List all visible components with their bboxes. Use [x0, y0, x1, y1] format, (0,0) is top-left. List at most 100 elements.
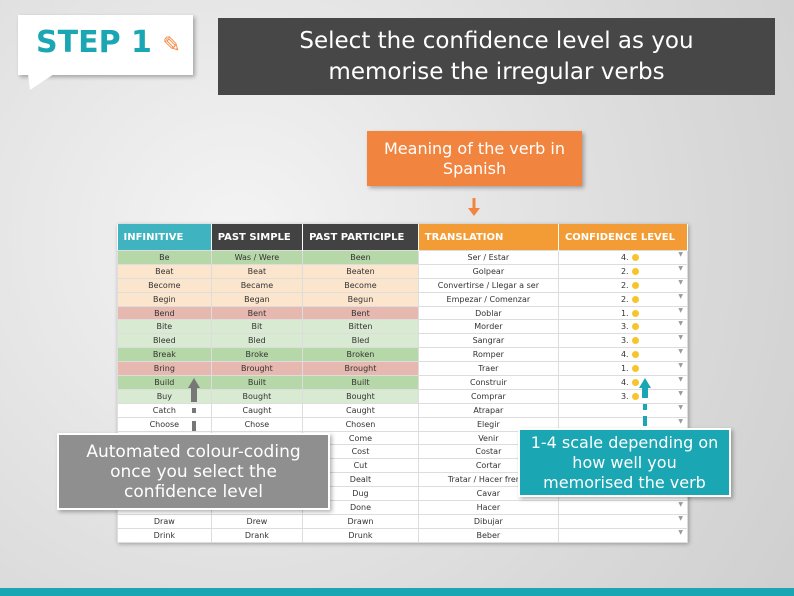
- cell-text: Buy: [156, 391, 172, 401]
- cell: Become: [117, 277, 212, 293]
- cell: Morder: [417, 319, 559, 335]
- cell: Bring: [117, 361, 212, 377]
- cell[interactable]: ▼: [557, 402, 689, 418]
- cell-text: Caught: [346, 405, 375, 415]
- cell: Brought: [210, 361, 304, 377]
- cell[interactable]: 3. ▼: [557, 388, 689, 404]
- cell-text: Bitten: [348, 322, 373, 332]
- cell: Caught: [302, 402, 419, 418]
- cell-text: Bent: [247, 308, 267, 318]
- dropdown-arrow: ▼: [678, 306, 683, 314]
- cell: Brought: [302, 361, 419, 377]
- cell-text: Break: [152, 350, 176, 360]
- cell-text: Bought: [346, 391, 375, 401]
- cell-text: Morder: [474, 322, 503, 332]
- cell: Romper: [417, 347, 559, 363]
- cell: Cost: [302, 444, 419, 460]
- cell-text: Caught: [242, 405, 272, 415]
- cell: Bent: [210, 305, 304, 321]
- cell[interactable]: ▼: [557, 500, 689, 515]
- cell: Dibujar: [417, 513, 559, 529]
- table-row: Beat Beat Beaten Golpear 2. ▼: [117, 263, 689, 279]
- dropdown-arrow: ▼: [678, 292, 683, 300]
- cell-text: Romper: [472, 350, 504, 360]
- cell: Was / Were: [210, 250, 304, 265]
- cell[interactable]: 4. ▼: [557, 375, 689, 390]
- cell-text: Bought: [242, 391, 272, 401]
- cell: Catch: [117, 402, 212, 418]
- cell-text: Dibujar: [473, 516, 503, 526]
- cell[interactable]: 4. ▼: [557, 250, 689, 265]
- cell: Bitten: [302, 319, 419, 335]
- cell[interactable]: ▼: [557, 513, 689, 529]
- table-row: Drink Drank Drunk Beber ▼: [117, 527, 689, 543]
- cell[interactable]: 3. ▼: [557, 333, 689, 349]
- cell-text: Traer: [478, 364, 499, 374]
- cell-text: Drawn: [347, 516, 374, 526]
- table-row: Bite Bit Bitten Morder 3. ▼: [117, 319, 689, 335]
- cell-text: Costar: [475, 447, 502, 457]
- cell: Come: [302, 430, 419, 446]
- cell: Began: [210, 291, 304, 307]
- cell: Chosen: [302, 416, 419, 432]
- table-row: Begin Began Begun Empezar / Comenzar 2. ▼: [117, 291, 689, 307]
- dropdown-arrow: ▼: [678, 376, 683, 384]
- footer-strip: [0, 588, 794, 596]
- cell-text: Broken: [346, 350, 375, 360]
- cell-text: Cavar: [476, 489, 501, 499]
- dropdown-arrow: ▼: [678, 528, 683, 536]
- cell[interactable]: ▼: [557, 527, 689, 543]
- cell-text: Sangrar: [472, 336, 505, 346]
- cell: Cut: [302, 458, 419, 474]
- cell-text: Bring: [153, 364, 175, 374]
- cell-text: Bled: [351, 336, 370, 346]
- cell-text: 3.: [620, 391, 629, 401]
- cell-text: Bleed: [153, 336, 176, 346]
- cell-text: Beat: [155, 266, 174, 276]
- cell-text: Construir: [470, 377, 507, 387]
- cell-text: Golpear: [472, 266, 505, 276]
- cell-text: Doblar: [475, 308, 502, 318]
- cell[interactable]: 3. ▼: [557, 319, 689, 335]
- cell-text: 4.: [620, 252, 629, 262]
- cell[interactable]: 2. ▼: [557, 291, 689, 307]
- cell: Broken: [302, 347, 419, 363]
- colour-callout: Automated colour-coding once you select …: [57, 433, 330, 510]
- cell-text: 4.: [620, 377, 629, 387]
- emoji-icon: [631, 351, 639, 359]
- cell-text: Empezar / Comenzar: [446, 294, 531, 304]
- cell-text: Broke: [245, 350, 269, 360]
- cell: Golpear: [417, 263, 559, 279]
- cell-text: 1.: [620, 308, 629, 318]
- cell: Sangrar: [417, 333, 559, 349]
- cell[interactable]: 1. ▼: [557, 305, 689, 321]
- emoji-icon: [631, 267, 639, 275]
- cell[interactable]: 4. ▼: [557, 347, 689, 363]
- cell: Caught: [210, 402, 304, 418]
- cell-text: 4.: [620, 350, 629, 360]
- cell[interactable]: 1. ▼: [557, 361, 689, 377]
- arrow-down: [468, 198, 480, 216]
- translation-callout: Meaning of the verb in Spanish: [367, 131, 582, 186]
- cell: Become: [302, 277, 419, 293]
- cell: Bit: [210, 319, 304, 335]
- emoji-icon: [631, 281, 639, 289]
- cell: Broke: [210, 347, 304, 363]
- cell-text: Bend: [154, 308, 175, 318]
- cell-text: Dug: [352, 489, 369, 499]
- cell-text: Drew: [246, 516, 268, 526]
- cell: Begin: [117, 291, 212, 307]
- column-header[interactable]: CONFIDENCE LEVEL: [558, 224, 689, 251]
- cell-text: Beat: [247, 266, 267, 276]
- cell-text: Bite: [156, 322, 173, 332]
- table-row: Choose Chose Chosen Elegir ▼: [117, 416, 689, 432]
- cell-text: Beber: [476, 530, 501, 540]
- cell[interactable]: 2. ▼: [557, 277, 689, 293]
- cell-text: Drunk: [348, 530, 373, 540]
- cell[interactable]: 2. ▼: [557, 263, 689, 279]
- cell: Hacer: [417, 500, 559, 515]
- cell-text: Began: [244, 294, 270, 304]
- cell-text: Catch: [152, 405, 176, 415]
- table-row: Catch Caught Caught Atrapar ▼: [117, 402, 689, 418]
- cell-text: Choose: [149, 419, 180, 429]
